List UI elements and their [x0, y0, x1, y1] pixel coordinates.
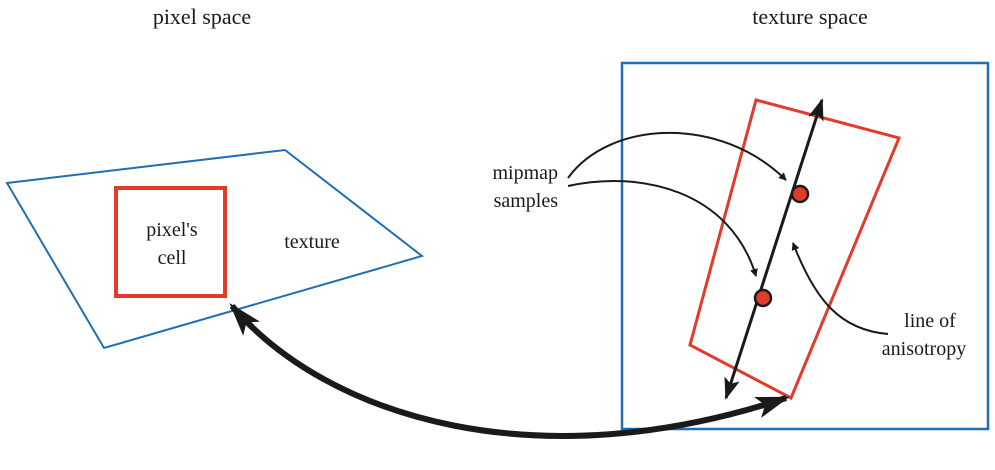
anisotropy-label-line1: line of	[904, 310, 956, 332]
mipmap-label-line2: samples	[494, 190, 559, 212]
pixel-cell-square	[114, 186, 227, 298]
mipmap-label-line1: mipmap	[492, 162, 558, 184]
anisotropy-label-line2: anisotropy	[882, 338, 966, 360]
texture-label: texture	[284, 231, 340, 253]
pixel-space-heading: pixel space	[153, 4, 251, 29]
mipmap-sample-2	[753, 288, 773, 308]
mipmap-pointer-1	[567, 131, 787, 181]
texture-space-heading: texture space	[752, 4, 867, 29]
pixel-cell-label-line2: cell	[158, 247, 187, 269]
line-of-anisotropy	[724, 98, 824, 400]
texture-quad	[5, 148, 425, 350]
mipmap-sample-1	[790, 184, 810, 204]
mapping-double-arrow	[229, 302, 790, 439]
texture-space-frame	[620, 61, 990, 431]
anisotropy-pointer	[791, 242, 889, 335]
pixel-cell-label-line1: pixel's	[146, 219, 198, 241]
mipmap-pointer-2	[567, 179, 758, 277]
